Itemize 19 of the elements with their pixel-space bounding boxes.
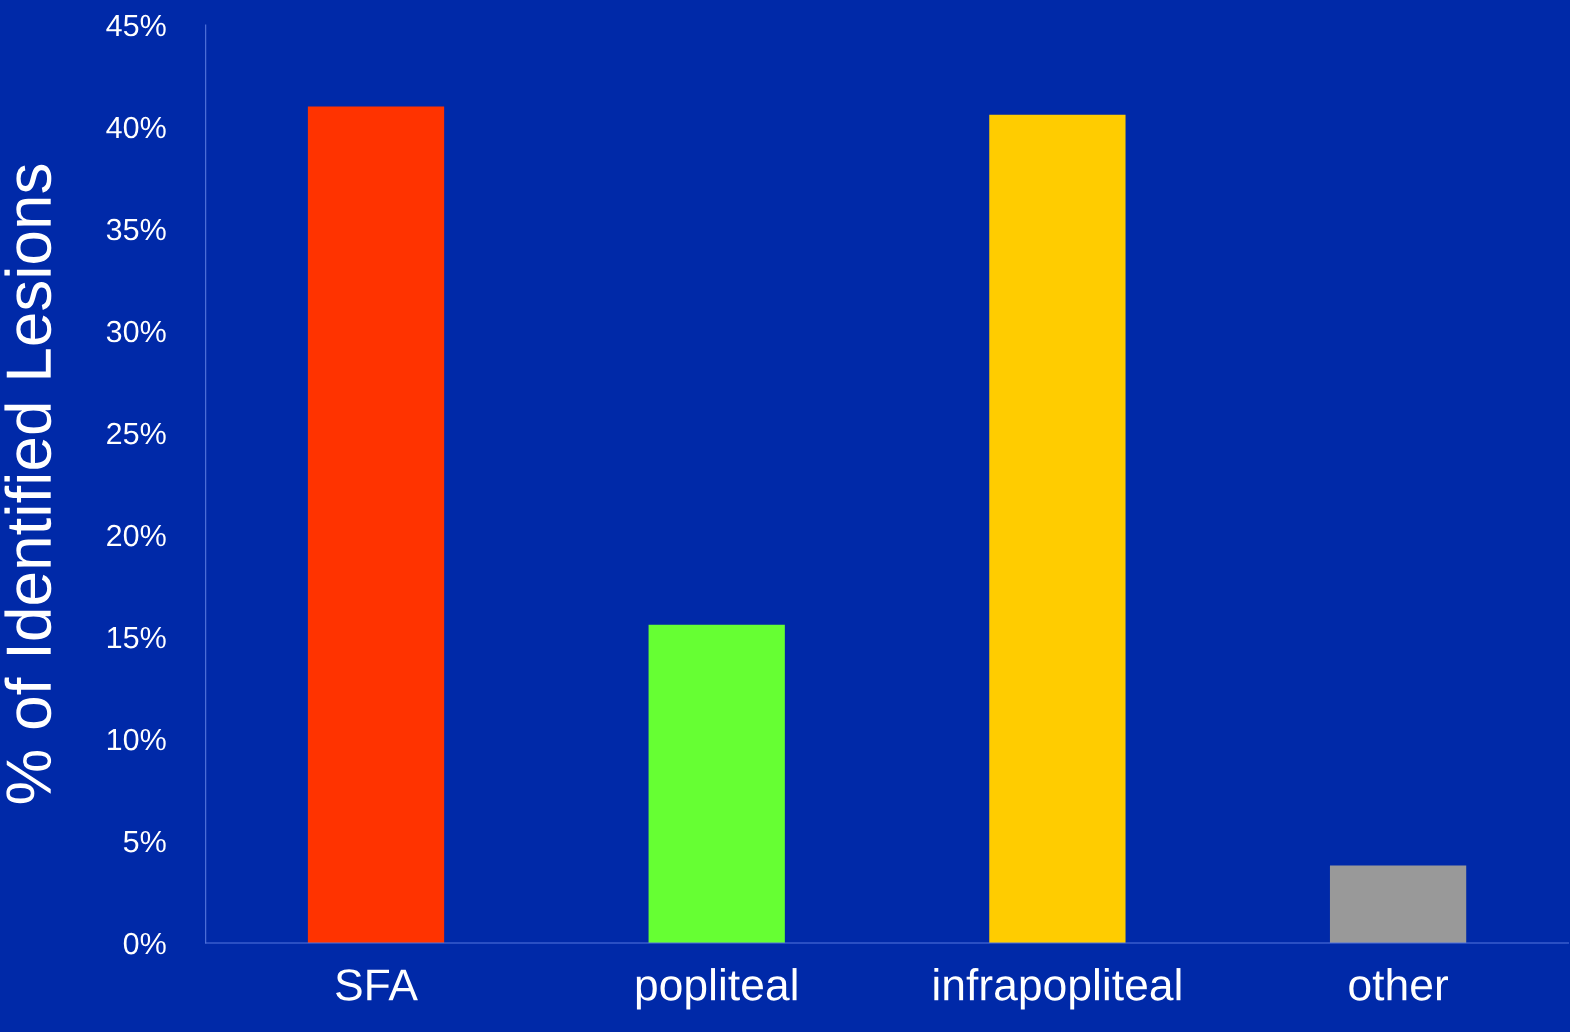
y-tick-label: 15% xyxy=(107,626,166,649)
bar xyxy=(648,624,785,944)
bar xyxy=(307,106,445,944)
x-tick-label: SFA xyxy=(336,969,418,1001)
y-tick-label: 20% xyxy=(107,524,166,547)
y-tick-label: 40% xyxy=(106,116,166,139)
y-tick-label: 45% xyxy=(106,14,166,37)
x-tick-label: other xyxy=(1349,968,1448,1001)
y-tick-label: 25% xyxy=(107,422,166,445)
bar xyxy=(989,114,1126,944)
bar xyxy=(1329,865,1467,944)
y-tick-label: 30% xyxy=(106,320,166,343)
x-tick-label: infrapopliteal xyxy=(934,968,1181,1010)
y-tick-label: 0% xyxy=(123,932,166,955)
y-tick-label: 35% xyxy=(106,218,166,241)
y-axis-title: % of Identified Lesions xyxy=(4,164,52,804)
x-tick-label: popliteal xyxy=(636,968,797,1010)
y-tick-label: 10% xyxy=(107,728,166,751)
y-tick-label: 5% xyxy=(123,830,166,853)
